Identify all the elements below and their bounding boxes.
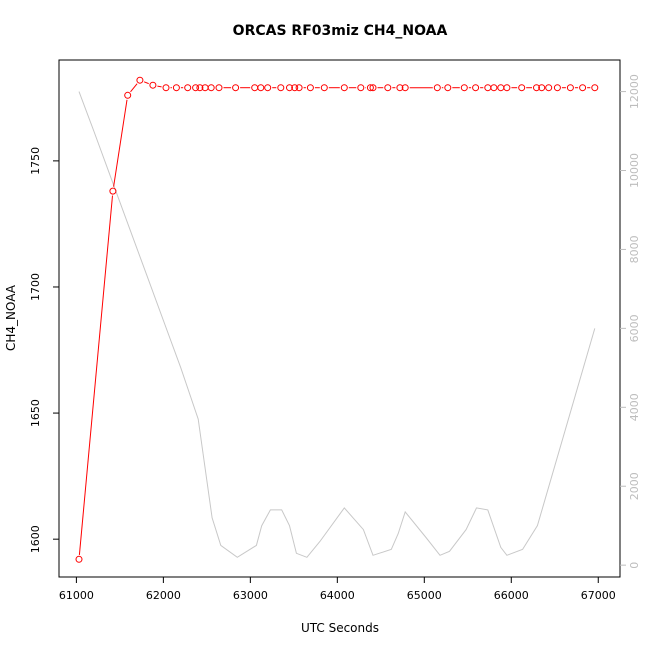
data-point <box>533 84 540 92</box>
y2-tick-label: 12000 <box>628 74 641 109</box>
data-point <box>472 84 480 92</box>
data-point <box>295 84 303 92</box>
data-point <box>257 84 265 92</box>
data-point <box>75 555 83 563</box>
x-tick-label: 63000 <box>233 589 268 602</box>
x-axis-label: UTC Seconds <box>301 621 379 635</box>
data-point <box>384 84 392 92</box>
primary-series <box>75 76 599 563</box>
data-point <box>196 84 204 92</box>
y-axis-label: CH4_NOAA <box>4 284 18 351</box>
data-point <box>518 84 526 92</box>
x-tick-label: 62000 <box>146 589 181 602</box>
data-point <box>251 84 259 92</box>
data-point <box>215 84 223 92</box>
data-point <box>291 84 299 92</box>
data-point <box>396 84 404 92</box>
data-point <box>306 84 314 92</box>
y2-tick-label: 2000 <box>628 472 641 500</box>
data-point <box>369 84 377 92</box>
data-point <box>136 76 144 84</box>
data-point <box>357 84 365 92</box>
data-point <box>286 84 293 92</box>
data-point <box>591 84 599 92</box>
data-point <box>503 84 511 92</box>
y-tick-label: 1750 <box>29 147 42 175</box>
y2-tick-label: 6000 <box>628 314 641 342</box>
secondary-series <box>78 91 596 558</box>
data-point <box>184 84 192 92</box>
data-point <box>490 84 498 92</box>
y-tick-label: 1700 <box>29 273 42 301</box>
data-point <box>566 84 574 92</box>
x-tick-label: 64000 <box>320 589 355 602</box>
data-point <box>460 84 468 92</box>
data-point <box>320 84 328 92</box>
x-tick-label: 65000 <box>407 589 442 602</box>
plot-frame <box>58 59 621 578</box>
data-point <box>124 91 132 99</box>
data-point <box>579 84 587 92</box>
data-point <box>264 84 272 92</box>
data-point <box>538 84 546 92</box>
data-point <box>444 84 452 92</box>
chart-title: ORCAS RF03miz CH4_NOAA <box>233 23 448 39</box>
y-axis-right: 0 2000 4000 6000 8000 10000 12000 <box>620 74 641 569</box>
data-point <box>109 187 117 195</box>
y-axis-left: 1600 1650 1700 1750 <box>29 147 59 553</box>
primary-series-segment <box>113 99 128 187</box>
y2-tick-label: 0 <box>628 562 641 569</box>
data-point <box>232 84 240 92</box>
data-point <box>401 84 409 92</box>
x-axis: 61000 62000 63000 64000 65000 66000 67000 <box>59 577 616 602</box>
data-point <box>433 84 441 92</box>
primary-series-segment <box>130 83 138 93</box>
y-tick-label: 1600 <box>29 525 42 553</box>
data-point <box>207 84 215 92</box>
data-point <box>172 84 180 92</box>
y2-tick-label: 10000 <box>628 153 641 188</box>
data-point <box>277 84 285 92</box>
data-point <box>484 84 492 92</box>
x-tick-label: 66000 <box>494 589 529 602</box>
y2-tick-label: 4000 <box>628 393 641 421</box>
data-point <box>192 84 200 92</box>
y2-tick-label: 8000 <box>628 235 641 263</box>
data-point <box>366 84 374 92</box>
secondary-series-line <box>78 91 596 558</box>
data-point <box>340 84 348 92</box>
primary-series-segment <box>157 85 162 88</box>
data-point <box>553 84 561 92</box>
primary-series-segment <box>143 81 149 85</box>
data-point <box>545 84 553 92</box>
x-tick-label: 67000 <box>581 589 616 602</box>
primary-series-segment <box>78 195 113 555</box>
data-point <box>162 84 170 92</box>
data-point <box>149 81 157 89</box>
data-point <box>497 84 505 92</box>
x-tick-label: 61000 <box>59 589 94 602</box>
y-tick-label: 1650 <box>29 399 42 427</box>
